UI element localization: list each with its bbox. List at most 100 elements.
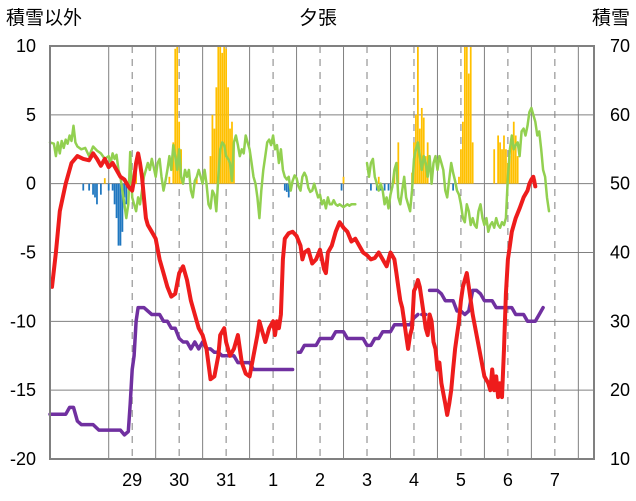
negative-bar: [123, 183, 126, 198]
x-tick-label: 30: [169, 470, 189, 490]
precip-bar: [221, 52, 224, 184]
precip-bar: [465, 46, 468, 184]
precip-bar: [497, 135, 499, 184]
precip-bar: [499, 142, 501, 184]
precip-bar: [505, 149, 507, 184]
negative-bar: [283, 183, 286, 191]
right-axis-ticks: 70 60 50 40 30 20 10: [610, 36, 630, 469]
precip-bar: [342, 176, 345, 184]
negative-bar: [107, 183, 110, 191]
precip-bar: [420, 107, 423, 184]
right-tick-label: 70: [610, 36, 630, 56]
plot-area-frame: [49, 45, 595, 460]
negative-bar: [117, 183, 120, 246]
negative-bar: [285, 183, 288, 192]
x-tick-label: 29: [122, 470, 142, 490]
precip-bar: [223, 46, 226, 184]
precip-bar: [512, 121, 515, 184]
right-tick-label: 20: [610, 380, 630, 400]
x-tick-label: 5: [456, 470, 466, 490]
precip-bar: [426, 142, 429, 184]
left-axis-ticks: 10 5 0 -5 -10 -15 -20: [10, 36, 36, 469]
x-tick-label: 1: [268, 470, 278, 490]
negative-bar: [287, 183, 290, 198]
negative-bar: [125, 183, 128, 205]
precip-bar: [422, 117, 425, 184]
precip-bar: [176, 46, 179, 184]
precip-bar: [217, 46, 220, 184]
precip-bar: [227, 87, 229, 184]
precip-bar: [508, 156, 511, 184]
left-tick-label: -10: [10, 311, 36, 331]
negative-bar: [88, 183, 91, 191]
x-tick-label: 3: [362, 470, 372, 490]
x-tick-label: 6: [503, 470, 513, 490]
x-axis-ticks: 29 30 31 1 2 3 4 5 6 7: [122, 470, 560, 490]
precip-bar: [215, 87, 218, 184]
precip-bar: [516, 156, 519, 184]
chart-title: 夕張: [299, 7, 337, 29]
data-lines: [48, 106, 551, 437]
negative-bar: [99, 183, 102, 195]
negative-bar: [121, 183, 124, 232]
negative-bar: [383, 183, 386, 191]
precip-bar: [469, 46, 472, 184]
precip-bar: [493, 149, 496, 184]
snow-depth-line: [48, 288, 545, 437]
x-tick-label: 2: [315, 470, 325, 490]
x-tick-label: 4: [409, 470, 419, 490]
left-tick-label: -5: [20, 243, 36, 263]
precip-bar: [397, 142, 400, 184]
precip-bar: [462, 121, 464, 184]
negative-bar: [387, 183, 390, 191]
x-tick-label: 7: [550, 470, 560, 490]
temperature-line: [50, 151, 538, 417]
precip-bar: [213, 128, 216, 184]
precip-bar: [471, 142, 474, 184]
left-tick-label: -20: [10, 449, 36, 469]
left-tick-label: 10: [16, 36, 36, 56]
precip-bar: [174, 48, 177, 184]
precip-bar: [503, 135, 505, 184]
negative-bar: [96, 183, 98, 205]
precip-bar: [172, 142, 175, 184]
precip-bar: [211, 114, 214, 184]
precip-bar: [458, 176, 460, 184]
left-tick-label: 0: [26, 174, 36, 194]
precipitation-bars-negative: [82, 183, 454, 246]
precip-bar: [467, 73, 470, 184]
precip-bar: [103, 178, 106, 184]
precip-bar: [417, 46, 419, 184]
left-tick-label: -15: [10, 380, 36, 400]
negative-bar: [115, 183, 118, 219]
right-tick-label: 10: [610, 449, 630, 469]
negative-bar: [92, 183, 94, 195]
right-tick-label: 40: [610, 243, 630, 263]
precip-bar: [195, 176, 198, 184]
precip-bar: [225, 48, 227, 184]
wind-line: [48, 106, 551, 234]
precip-bar: [229, 128, 231, 184]
negative-bar: [452, 183, 454, 191]
precip-bar: [501, 149, 503, 184]
precip-bar: [168, 176, 171, 184]
right-tick-label: 30: [610, 311, 630, 331]
left-axis-label: 積雪以外: [6, 7, 82, 29]
negative-bar: [111, 183, 114, 191]
negative-bar: [119, 183, 122, 246]
precip-bar: [510, 142, 513, 184]
right-axis-label: 積雪: [592, 7, 630, 29]
precip-bar: [219, 46, 222, 184]
precip-bar: [460, 149, 462, 184]
precip-bar: [514, 135, 517, 184]
negative-bar: [113, 183, 116, 205]
precip-bar: [463, 46, 466, 184]
x-tick-label: 31: [216, 470, 236, 490]
negative-bar: [340, 183, 343, 191]
negative-bar: [82, 183, 85, 191]
right-tick-label: 60: [610, 105, 630, 125]
negative-bar: [94, 183, 96, 198]
negative-bar: [370, 183, 372, 191]
left-tick-label: 5: [26, 105, 36, 125]
